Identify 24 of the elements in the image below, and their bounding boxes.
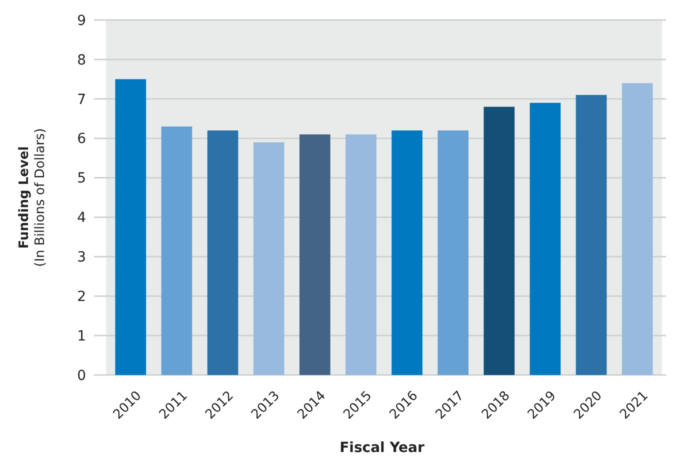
bar (161, 126, 192, 375)
bar (622, 83, 653, 375)
x-axis-title: Fiscal Year (340, 440, 424, 456)
bar (576, 94, 607, 375)
bar (253, 142, 284, 375)
bar (207, 130, 238, 375)
y-tick-label: 2 (77, 289, 86, 306)
bar (438, 130, 469, 375)
bar (530, 102, 561, 375)
bar (346, 134, 376, 375)
y-axis-title: Funding Level (In Billions of Dollars) (17, 128, 48, 267)
y-tick-label: 5 (77, 170, 86, 187)
y-tick-label: 8 (77, 52, 86, 68)
bar (299, 134, 330, 375)
y-tick-label: 7 (77, 92, 86, 108)
bar (392, 130, 422, 375)
bar (115, 79, 146, 375)
y-tick-label: 3 (77, 250, 86, 266)
y-tick-label: 1 (77, 328, 86, 344)
y-tick-label: 6 (77, 131, 86, 148)
bar (484, 106, 515, 375)
y-tick-label: 9 (77, 12, 86, 29)
y-tick-label: 0 (77, 368, 86, 384)
y-tick-label: 4 (77, 210, 86, 226)
